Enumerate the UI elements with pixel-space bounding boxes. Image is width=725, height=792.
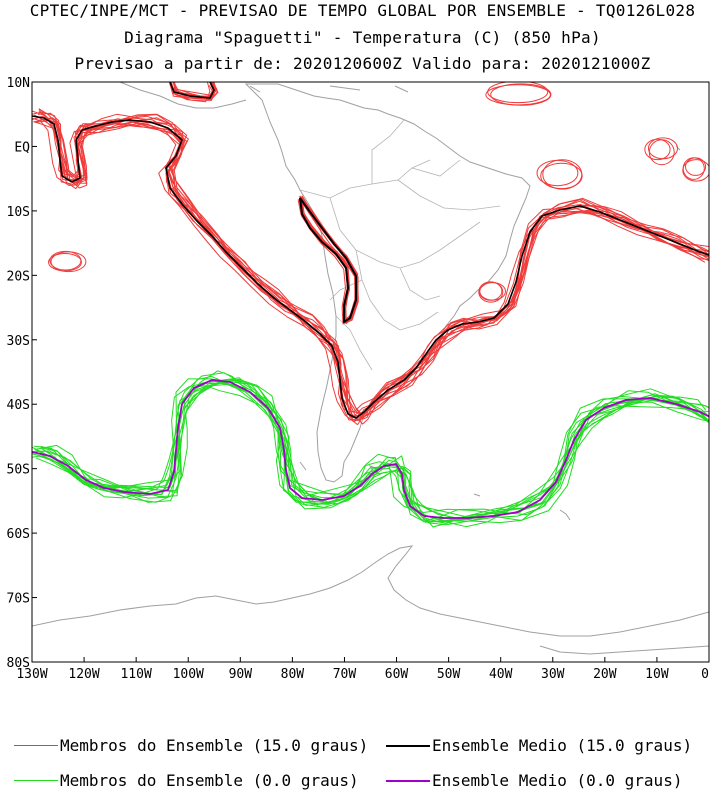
legend-swatch-mean-15 bbox=[386, 744, 430, 747]
lat-label: 30S bbox=[7, 334, 30, 349]
spaghetti-map: 10N EQ 10S 20S 30S 40S 50S 60S 70S 80S 130W 120W 11… bbox=[7, 76, 710, 682]
lon-label: 100W bbox=[173, 667, 204, 682]
member-15-blob bbox=[48, 252, 82, 272]
mean-15-top-line bbox=[169, 82, 215, 99]
title-line-3: Previsao a partir de: 2020120600Z Valido… bbox=[74, 54, 651, 73]
lat-label: 40S bbox=[7, 398, 30, 413]
lon-label: 0 bbox=[701, 667, 709, 682]
legend-label-members-15: Membros do Ensemble (15.0 graus) bbox=[60, 736, 369, 755]
map-frame bbox=[31, 81, 710, 663]
legend-label-mean-0: Ensemble Medio (0.0 graus) bbox=[432, 771, 683, 790]
lon-label: 40W bbox=[489, 667, 513, 682]
lon-label: 50W bbox=[437, 667, 461, 682]
member-0-line bbox=[32, 375, 709, 519]
member-15-blob bbox=[542, 159, 583, 190]
legend-mean-0: Ensemble Medio (0.0 graus) bbox=[386, 771, 682, 790]
central-america-coast bbox=[119, 82, 409, 109]
lat-label: 60S bbox=[7, 527, 30, 542]
member-0-line bbox=[32, 372, 708, 522]
lat-label: 70S bbox=[7, 592, 30, 607]
member-15-blob bbox=[478, 281, 503, 301]
lat-label: 50S bbox=[7, 463, 30, 478]
member-15-top-line bbox=[173, 82, 216, 97]
lon-label: 20W bbox=[593, 667, 617, 682]
member-15-blob bbox=[685, 157, 707, 176]
ensemble-mean-15-line bbox=[32, 82, 709, 419]
lon-label: 130W bbox=[16, 667, 47, 682]
country-borders bbox=[299, 119, 501, 371]
ensemble-mean-0-line bbox=[32, 379, 709, 519]
mean-15-inland-line bbox=[299, 197, 357, 323]
lat-label: 20S bbox=[7, 269, 30, 284]
lon-label: 10W bbox=[645, 667, 669, 682]
title-line-1: CPTEC/INPE/MCT - PREVISAO DE TEMPO GLOBA… bbox=[29, 1, 696, 20]
legend-label-mean-15: Ensemble Medio (15.0 graus) bbox=[432, 736, 693, 755]
lon-label: 80W bbox=[281, 667, 305, 682]
member-15-blob bbox=[647, 137, 679, 160]
legend-label-members-0: Membros do Ensemble (0.0 graus) bbox=[60, 771, 359, 790]
lat-label: 80S bbox=[7, 656, 30, 671]
lon-label: 30W bbox=[541, 667, 565, 682]
member-15-inland-line bbox=[297, 198, 356, 325]
member-15-line bbox=[32, 111, 709, 413]
member-15-blob bbox=[682, 159, 709, 182]
member-15-blob bbox=[485, 84, 551, 106]
member-15-line bbox=[33, 121, 709, 426]
title-line-2: Diagrama "Spaguetti" - Temperatura (C) (… bbox=[124, 28, 601, 47]
member-15-blob bbox=[50, 251, 87, 273]
lon-label: 60W bbox=[385, 667, 409, 682]
legend-swatch-members-0 bbox=[14, 780, 58, 781]
lat-label: EQ bbox=[14, 140, 30, 155]
lon-label: 70W bbox=[333, 667, 357, 682]
lon-label: 110W bbox=[120, 667, 151, 682]
legend-swatch-mean-0 bbox=[386, 779, 430, 782]
lon-label: 90W bbox=[229, 667, 253, 682]
legend-swatch-members-15 bbox=[14, 745, 58, 746]
antarctica-coast bbox=[32, 545, 709, 655]
member-0-line bbox=[35, 382, 709, 524]
legend-members-15: Membros do Ensemble (15.0 graus) bbox=[14, 736, 368, 755]
lat-label: 10S bbox=[7, 205, 30, 220]
lon-label: 120W bbox=[68, 667, 99, 682]
mean-0-line bbox=[32, 379, 709, 519]
latitude-labels: 10N EQ 10S 20S 30S 40S 50S 60S 70S 80S bbox=[7, 76, 37, 671]
member-0-line bbox=[34, 370, 709, 515]
lat-label: 10N bbox=[7, 76, 30, 91]
mean-15-line bbox=[32, 115, 709, 419]
member-15-top-line bbox=[170, 84, 217, 99]
legend-mean-15: Ensemble Medio (15.0 graus) bbox=[386, 736, 692, 755]
legend-members-0: Membros do Ensemble (0.0 graus) bbox=[14, 771, 359, 790]
longitude-labels: 130W 120W 110W 100W 90W 80W 70W 60W 50W 40W 30W 20W… bbox=[16, 657, 710, 682]
member-15-blob bbox=[644, 138, 671, 161]
